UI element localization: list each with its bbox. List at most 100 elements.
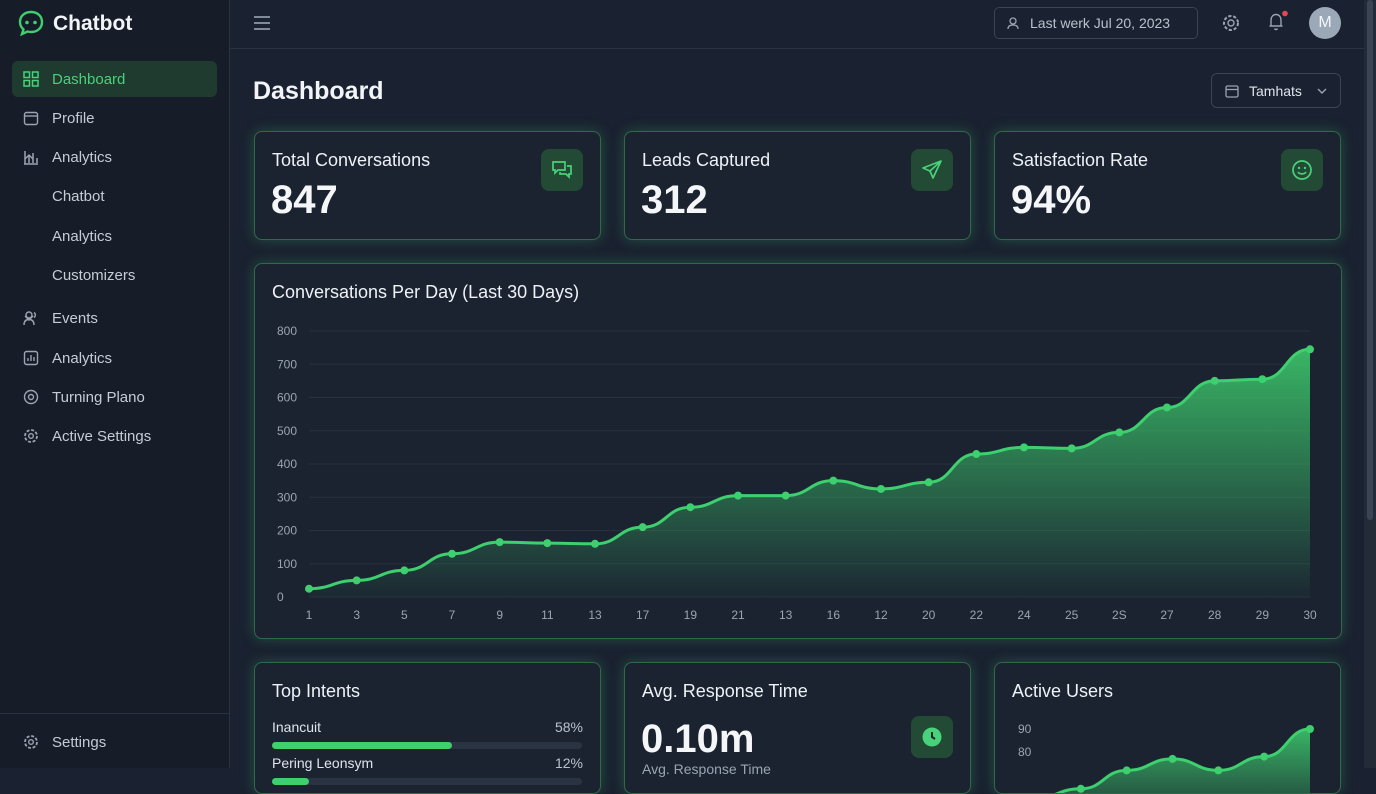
chevron-up <box>24 154 34 160</box>
y-tick-label: 700 <box>277 357 297 371</box>
point <box>352 576 361 585</box>
intents-card: Top Intents Inancuit 58% Pering Leonsym 12% <box>254 662 601 794</box>
nav-label: Analytics <box>52 148 113 166</box>
intent-track <box>272 778 582 785</box>
brand-logo <box>18 10 44 37</box>
point <box>1260 752 1269 761</box>
point <box>972 450 981 459</box>
nav-item[interactable]: Analytics <box>12 218 217 254</box>
top-bar: Last werk Jul 20, 2023 M <box>230 0 1364 49</box>
point <box>1306 725 1314 733</box>
nav-label: Customizers <box>52 266 136 284</box>
x-tick-label: 16 <box>827 608 841 622</box>
nav-item[interactable]: Customizers <box>12 257 217 293</box>
chart: Active Users 80 90 <box>1012 681 1314 793</box>
response-value: 0.10m <box>641 717 755 761</box>
card-title: Top Intents <box>272 681 361 701</box>
x-tick-label: 27 <box>1160 608 1174 622</box>
stat-value: 94% <box>1011 178 1092 222</box>
brand-name: Chatbot <box>53 12 133 35</box>
x-tick-label: 30 <box>1303 608 1317 622</box>
response-icon <box>911 716 953 758</box>
chart: Conversations Per Day (Last 30 Days) 0 10… <box>272 282 1317 622</box>
intent-name: Pering Leonsym <box>272 755 374 771</box>
icon <box>552 161 572 180</box>
x-tick-label: 11 <box>541 608 554 622</box>
x-tick-label: 17 <box>636 608 650 622</box>
sidebar: Chatbot Dashboard Profile Analytics Chat… <box>0 0 230 768</box>
dropdown-label: Tamhats <box>1249 83 1302 99</box>
notifications-button[interactable] <box>1266 10 1288 32</box>
icon <box>922 160 942 179</box>
x-tick-label: 5 <box>401 608 408 622</box>
scrollbar[interactable] <box>1364 0 1376 768</box>
point <box>495 538 504 547</box>
scroll-thumb <box>1367 0 1373 520</box>
point <box>734 491 742 500</box>
nav-item[interactable]: Dashboard <box>12 61 217 97</box>
intent-name: Inancuit <box>272 719 322 735</box>
icon <box>24 735 38 749</box>
point <box>305 584 313 593</box>
nav-label: Dashboard <box>52 70 126 88</box>
nav-label: Settings <box>52 733 107 751</box>
stat-icon <box>541 149 583 191</box>
y-tick-label: 400 <box>277 457 297 471</box>
point <box>591 539 599 548</box>
nav-item[interactable]: Profile <box>12 100 217 136</box>
stat-icon <box>911 149 953 191</box>
stat-card: Satisfaction Rate 94% <box>994 131 1341 240</box>
stat-card: Leads Captured 312 <box>624 131 971 240</box>
menu-button[interactable] <box>252 14 272 32</box>
range-dropdown[interactable]: Tamhats <box>1211 73 1341 108</box>
nav-item[interactable]: Turning Plano <box>12 379 217 415</box>
x-tick-label: 1 <box>306 608 313 622</box>
x-tick-label: 25 <box>1065 608 1079 622</box>
stat-value: 847 <box>271 178 338 222</box>
date-filter[interactable]: Last werk Jul 20, 2023 <box>994 7 1198 39</box>
nav-item[interactable]: Settings <box>12 724 217 760</box>
intent-bar <box>272 742 452 749</box>
chevron-down <box>24 315 34 321</box>
y-tick-label: 300 <box>277 490 297 504</box>
x-tick-label: 12 <box>874 608 888 622</box>
nav-label: Profile <box>52 109 95 127</box>
nav-label: Turning Plano <box>52 388 145 406</box>
point <box>781 491 790 500</box>
x-tick-label: 24 <box>1017 608 1031 622</box>
icon <box>1225 85 1239 98</box>
nav-item[interactable]: Analytics <box>12 340 217 376</box>
y-tick-label: 800 <box>277 324 297 338</box>
point <box>1115 428 1124 437</box>
nav-label: Active Settings <box>52 427 152 445</box>
area-fill <box>309 349 1310 597</box>
icon <box>23 350 39 366</box>
nav-item[interactable]: Events <box>12 300 217 336</box>
avatar[interactable]: M <box>1309 7 1341 39</box>
point <box>1210 376 1219 385</box>
x-tick-label: 22 <box>970 608 984 622</box>
x-tick-label: 3 <box>353 608 360 622</box>
icon <box>23 71 39 87</box>
icon <box>922 727 942 747</box>
chart-title: Conversations Per Day (Last 30 Days) <box>272 282 579 302</box>
point <box>829 476 838 485</box>
x-tick-label: 7 <box>449 608 456 622</box>
y-tick-label: 80 <box>1018 745 1032 759</box>
nav-item[interactable]: Active Settings <box>12 418 217 454</box>
point <box>1020 443 1028 452</box>
page-title: Dashboard <box>253 77 384 105</box>
settings-button[interactable] <box>1221 13 1241 33</box>
stat-title: Total Conversations <box>272 150 431 170</box>
intent-value: 58% <box>554 719 583 735</box>
nav-item[interactable]: Analytics <box>12 139 217 175</box>
point <box>638 523 647 532</box>
x-tick-label: 20 <box>922 608 936 622</box>
nav-item[interactable]: Chatbot <box>12 178 217 214</box>
intent-value: 12% <box>554 755 583 771</box>
chart-title: Active Users <box>1012 681 1113 701</box>
point <box>686 503 695 512</box>
nav-label: Chatbot <box>52 187 105 205</box>
icon <box>24 151 38 165</box>
